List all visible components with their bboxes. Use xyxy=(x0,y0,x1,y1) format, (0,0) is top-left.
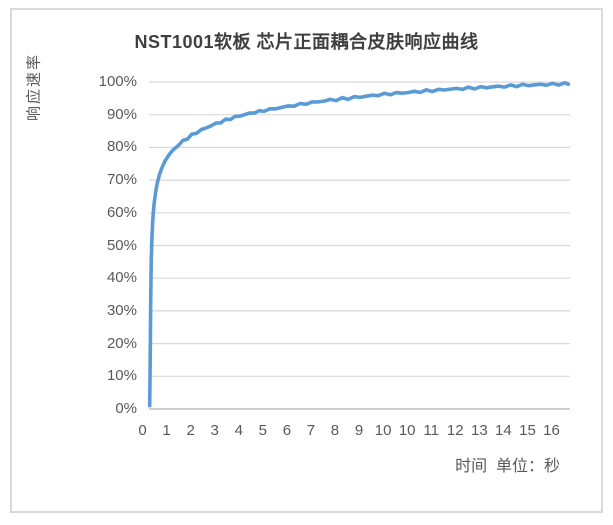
x-tick-label: 5 xyxy=(258,422,267,439)
x-tick-label: 16 xyxy=(543,422,560,439)
x-tick-label: 15 xyxy=(519,422,536,439)
y-tick-label: 100% xyxy=(98,73,137,90)
y-tick-label: 30% xyxy=(106,301,137,319)
x-tick-label: 10 xyxy=(374,422,392,439)
y-tick-label: 70% xyxy=(106,171,137,189)
y-tick-label: 40% xyxy=(106,269,137,287)
x-tick-label: 9 xyxy=(354,422,364,439)
y-tick-label: 80% xyxy=(106,138,137,156)
chart-frame xyxy=(10,8,603,513)
x-axis-title: 时间 单位：秒 xyxy=(455,458,560,475)
y-tick-label: 0% xyxy=(115,400,137,417)
x-tick-label: 11 xyxy=(423,422,439,439)
x-tick-label: 10 xyxy=(398,422,416,439)
y-tick-label: 60% xyxy=(106,203,137,221)
y-axis-title: 响应速率 xyxy=(25,52,43,122)
x-tick-label: 8 xyxy=(330,422,340,439)
y-tick-label: 20% xyxy=(106,334,137,352)
x-tick-label: 13 xyxy=(470,422,488,439)
response-curve xyxy=(147,81,571,408)
x-tick-label: 7 xyxy=(306,422,316,439)
chart-title: NST1001软板 芯片正面耦合皮肤响应曲线 xyxy=(134,32,479,52)
x-tick-label: 2 xyxy=(186,422,195,439)
y-tick-label: 50% xyxy=(106,236,137,254)
y-tick-label: 90% xyxy=(106,105,137,123)
x-tick-label: 0 xyxy=(138,422,147,439)
x-tick-label: 1 xyxy=(162,422,171,439)
x-tick-label: 12 xyxy=(446,422,464,439)
x-tick-label: 3 xyxy=(210,422,219,439)
x-tick-label: 6 xyxy=(282,422,292,439)
y-tick-label: 10% xyxy=(106,367,137,385)
x-tick-label: 4 xyxy=(234,422,243,439)
x-tick-label: 14 xyxy=(495,422,512,439)
